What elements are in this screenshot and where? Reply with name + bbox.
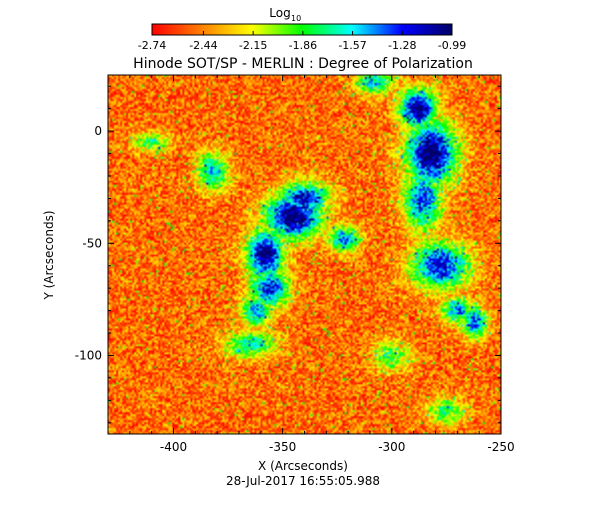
colorbar-tick-label: -2.15 <box>239 39 267 52</box>
x-tick-label: -250 <box>487 440 514 454</box>
y-axis-ticks: 0 -50 -100 <box>75 85 501 424</box>
x-tick-label: -350 <box>269 440 296 454</box>
colorbar-tick-label: -1.57 <box>338 39 366 52</box>
y-tick-label: -100 <box>75 348 102 362</box>
heatmap-image <box>108 75 501 434</box>
colorbar-tick-label: -2.74 <box>138 39 166 52</box>
y-axis-label: Y (Arcseconds) <box>42 210 56 300</box>
colorbar-tick-label: -2.44 <box>189 39 217 52</box>
colorbar-tick-label: -1.86 <box>289 39 317 52</box>
colorbar-ticks: -2.74 -2.44 -2.15 -1.86 -1.57 -1.28 -0.99 <box>138 31 466 52</box>
x-axis-ticks: -400 -350 -300 -250 <box>107 75 515 454</box>
polarization-map <box>108 75 501 434</box>
x-tick-label: -300 <box>378 440 405 454</box>
colorbar-title: Log <box>269 6 290 20</box>
y-tick-label: -50 <box>82 236 102 250</box>
timestamp: 28-Jul-2017 16:55:05.988 <box>226 474 380 488</box>
y-tick-label: 0 <box>94 124 102 138</box>
chart-title: Hinode SOT/SP - MERLIN : Degree of Polar… <box>133 56 473 72</box>
colorbar <box>151 23 453 36</box>
x-tick-label: -400 <box>160 440 187 454</box>
colorbar-tick-label: -1.28 <box>388 39 416 52</box>
x-axis-label: X (Arcseconds) <box>258 459 348 473</box>
colorbar-tick-label: -0.99 <box>438 39 466 52</box>
colorbar-title-subscript: 10 <box>291 14 301 23</box>
